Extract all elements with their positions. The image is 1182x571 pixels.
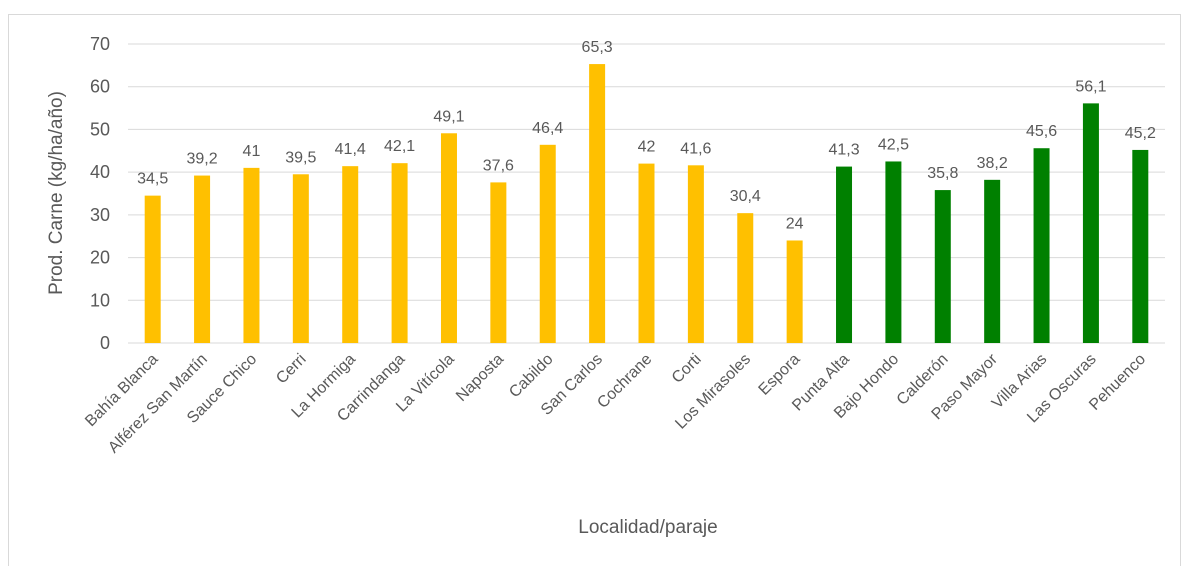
data-label: 46,4 (532, 120, 563, 137)
data-label: 42,1 (384, 138, 415, 155)
data-label: 24 (786, 215, 804, 232)
data-label: 42 (638, 139, 656, 156)
data-label: 38,2 (977, 155, 1008, 172)
y-tick-label: 0 (100, 333, 110, 353)
data-label: 39,5 (285, 149, 316, 166)
data-label: 41,3 (828, 142, 859, 159)
data-label: 49,1 (433, 108, 464, 125)
bar (440, 133, 457, 343)
bar (342, 166, 359, 343)
x-tick-label: Cabildo (506, 351, 556, 401)
bar (638, 163, 655, 343)
y-tick-label: 30 (90, 205, 110, 225)
data-label: 41,6 (680, 140, 711, 157)
data-label: 65,3 (582, 39, 613, 56)
bar (885, 161, 902, 343)
bar (589, 64, 606, 343)
x-tick-label: Corti (669, 351, 705, 387)
bar (1033, 148, 1050, 343)
bar (490, 182, 507, 343)
bar (687, 165, 704, 343)
data-label: 41,4 (335, 141, 366, 158)
data-label: 41 (243, 143, 261, 160)
bar (1082, 103, 1099, 343)
data-label: 37,6 (483, 157, 514, 174)
y-tick-label: 60 (90, 77, 110, 97)
data-label: 42,5 (878, 136, 909, 153)
bar (292, 174, 309, 343)
bar (243, 167, 260, 343)
y-axis-title: Prod. Carne (kg/ha/año) (46, 91, 67, 295)
bar (194, 175, 211, 343)
x-tick-label: Cerri (273, 351, 310, 388)
bar (1132, 149, 1149, 343)
y-tick-label: 40 (90, 162, 110, 182)
y-tick-label: 10 (90, 290, 110, 310)
data-label: 45,2 (1125, 125, 1156, 142)
x-tick-label: Naposta (453, 351, 507, 405)
bar (391, 163, 408, 343)
y-tick-label: 70 (90, 34, 110, 54)
chart-border (8, 14, 1181, 571)
x-axis-title: Localidad/paraje (578, 517, 717, 538)
data-label: 30,4 (730, 188, 761, 205)
bar (786, 240, 803, 343)
bar (737, 213, 754, 343)
bar (984, 179, 1001, 343)
x-tick-label: Espora (756, 351, 804, 399)
data-label: 56,1 (1075, 78, 1106, 95)
data-label: 45,6 (1026, 123, 1057, 140)
bar (144, 195, 161, 343)
bar (836, 166, 853, 343)
bar (539, 144, 556, 343)
bar (934, 190, 951, 343)
data-label: 34,5 (137, 171, 168, 188)
data-label: 39,2 (187, 151, 218, 168)
y-tick-label: 50 (90, 119, 110, 139)
data-label: 35,8 (927, 165, 958, 182)
x-tick-label: Cochrane (594, 351, 655, 412)
y-tick-label: 20 (90, 248, 110, 268)
